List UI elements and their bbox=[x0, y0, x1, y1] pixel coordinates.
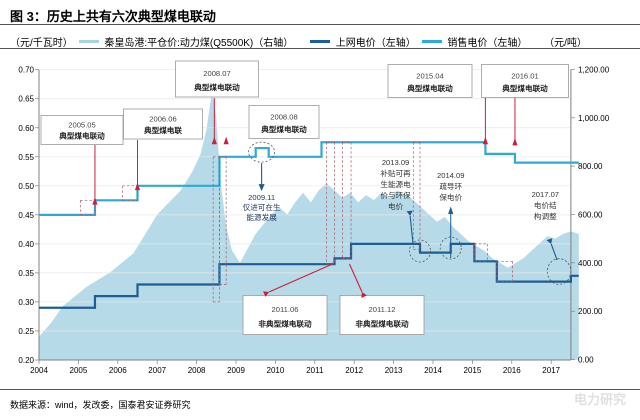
svg-text:0.00: 0.00 bbox=[578, 356, 594, 365]
svg-text:2011.12: 2011.12 bbox=[369, 305, 396, 314]
svg-text:电价: 电价 bbox=[388, 201, 404, 211]
svg-text:200.00: 200.00 bbox=[578, 307, 603, 316]
svg-text:2008.08: 2008.08 bbox=[270, 112, 297, 121]
svg-text:补贴可再: 补贴可再 bbox=[380, 168, 411, 178]
svg-text:400.00: 400.00 bbox=[578, 259, 603, 268]
svg-text:2010: 2010 bbox=[267, 366, 285, 375]
svg-text:2014: 2014 bbox=[424, 366, 442, 375]
svg-text:典型煤电联动: 典型煤电联动 bbox=[261, 124, 307, 134]
svg-text:0.30: 0.30 bbox=[18, 298, 34, 307]
svg-text:典型煤电联动: 典型煤电联动 bbox=[59, 131, 105, 141]
svg-text:800.00: 800.00 bbox=[578, 162, 603, 171]
svg-text:2008.07: 2008.07 bbox=[203, 69, 230, 78]
svg-text:0.25: 0.25 bbox=[18, 327, 34, 336]
svg-text:2014.09: 2014.09 bbox=[437, 171, 464, 180]
svg-text:2016: 2016 bbox=[503, 366, 521, 375]
svg-text:0.50: 0.50 bbox=[18, 182, 34, 191]
svg-text:非典型煤电联动: 非典型煤电联动 bbox=[258, 319, 312, 329]
svg-text:0.60: 0.60 bbox=[18, 124, 34, 133]
svg-text:仅进可在生: 仅进可在生 bbox=[243, 202, 281, 212]
svg-text:0.35: 0.35 bbox=[18, 269, 34, 278]
svg-text:2008: 2008 bbox=[188, 366, 206, 375]
svg-text:0.45: 0.45 bbox=[18, 211, 34, 220]
svg-text:2011.06: 2011.06 bbox=[272, 305, 299, 314]
svg-text:电价结: 电价结 bbox=[534, 200, 557, 210]
svg-text:典型煤电联动: 典型煤电联动 bbox=[407, 83, 453, 93]
svg-text:0.70: 0.70 bbox=[18, 66, 34, 75]
svg-text:疏导环: 疏导环 bbox=[439, 181, 462, 191]
svg-text:典型煤电联动: 典型煤电联动 bbox=[502, 83, 548, 93]
svg-text:非典型煤电联动: 非典型煤电联动 bbox=[355, 319, 409, 329]
svg-text:2005.05: 2005.05 bbox=[68, 121, 95, 130]
svg-text:2017.07: 2017.07 bbox=[532, 190, 559, 199]
svg-text:0.55: 0.55 bbox=[18, 153, 34, 162]
svg-text:价与环保: 价与环保 bbox=[380, 191, 411, 200]
svg-text:2004: 2004 bbox=[30, 366, 48, 375]
svg-text:2013: 2013 bbox=[385, 366, 403, 375]
svg-text:能源发展: 能源发展 bbox=[246, 212, 277, 222]
svg-text:0.65: 0.65 bbox=[18, 95, 34, 104]
svg-text:构调整: 构调整 bbox=[534, 211, 557, 221]
svg-text:2005: 2005 bbox=[70, 366, 88, 375]
svg-text:2015: 2015 bbox=[464, 366, 482, 375]
svg-text:2006.06: 2006.06 bbox=[149, 115, 176, 124]
svg-text:600.00: 600.00 bbox=[578, 211, 603, 220]
svg-text:2009: 2009 bbox=[227, 366, 245, 375]
svg-text:典型煤电联: 典型煤电联 bbox=[144, 125, 182, 135]
svg-text:2011: 2011 bbox=[306, 366, 324, 375]
svg-text:2017: 2017 bbox=[542, 366, 560, 375]
svg-text:典型煤电联动: 典型煤电联动 bbox=[194, 82, 240, 92]
svg-text:2015.04: 2015.04 bbox=[416, 71, 443, 80]
svg-text:2009.11: 2009.11 bbox=[248, 193, 275, 202]
svg-text:2006: 2006 bbox=[109, 366, 127, 375]
svg-text:2016.01: 2016.01 bbox=[511, 71, 538, 80]
svg-text:1,200.00: 1,200.00 bbox=[578, 65, 610, 74]
svg-text:1,000.00: 1,000.00 bbox=[578, 114, 610, 123]
svg-text:2012: 2012 bbox=[345, 366, 363, 375]
svg-text:2007: 2007 bbox=[148, 366, 166, 375]
svg-text:保电价: 保电价 bbox=[439, 192, 462, 202]
svg-text:0.20: 0.20 bbox=[18, 356, 34, 365]
svg-text:2013.09: 2013.09 bbox=[382, 158, 409, 167]
svg-text:0.40: 0.40 bbox=[18, 240, 34, 249]
svg-text:生能源电: 生能源电 bbox=[380, 179, 411, 189]
